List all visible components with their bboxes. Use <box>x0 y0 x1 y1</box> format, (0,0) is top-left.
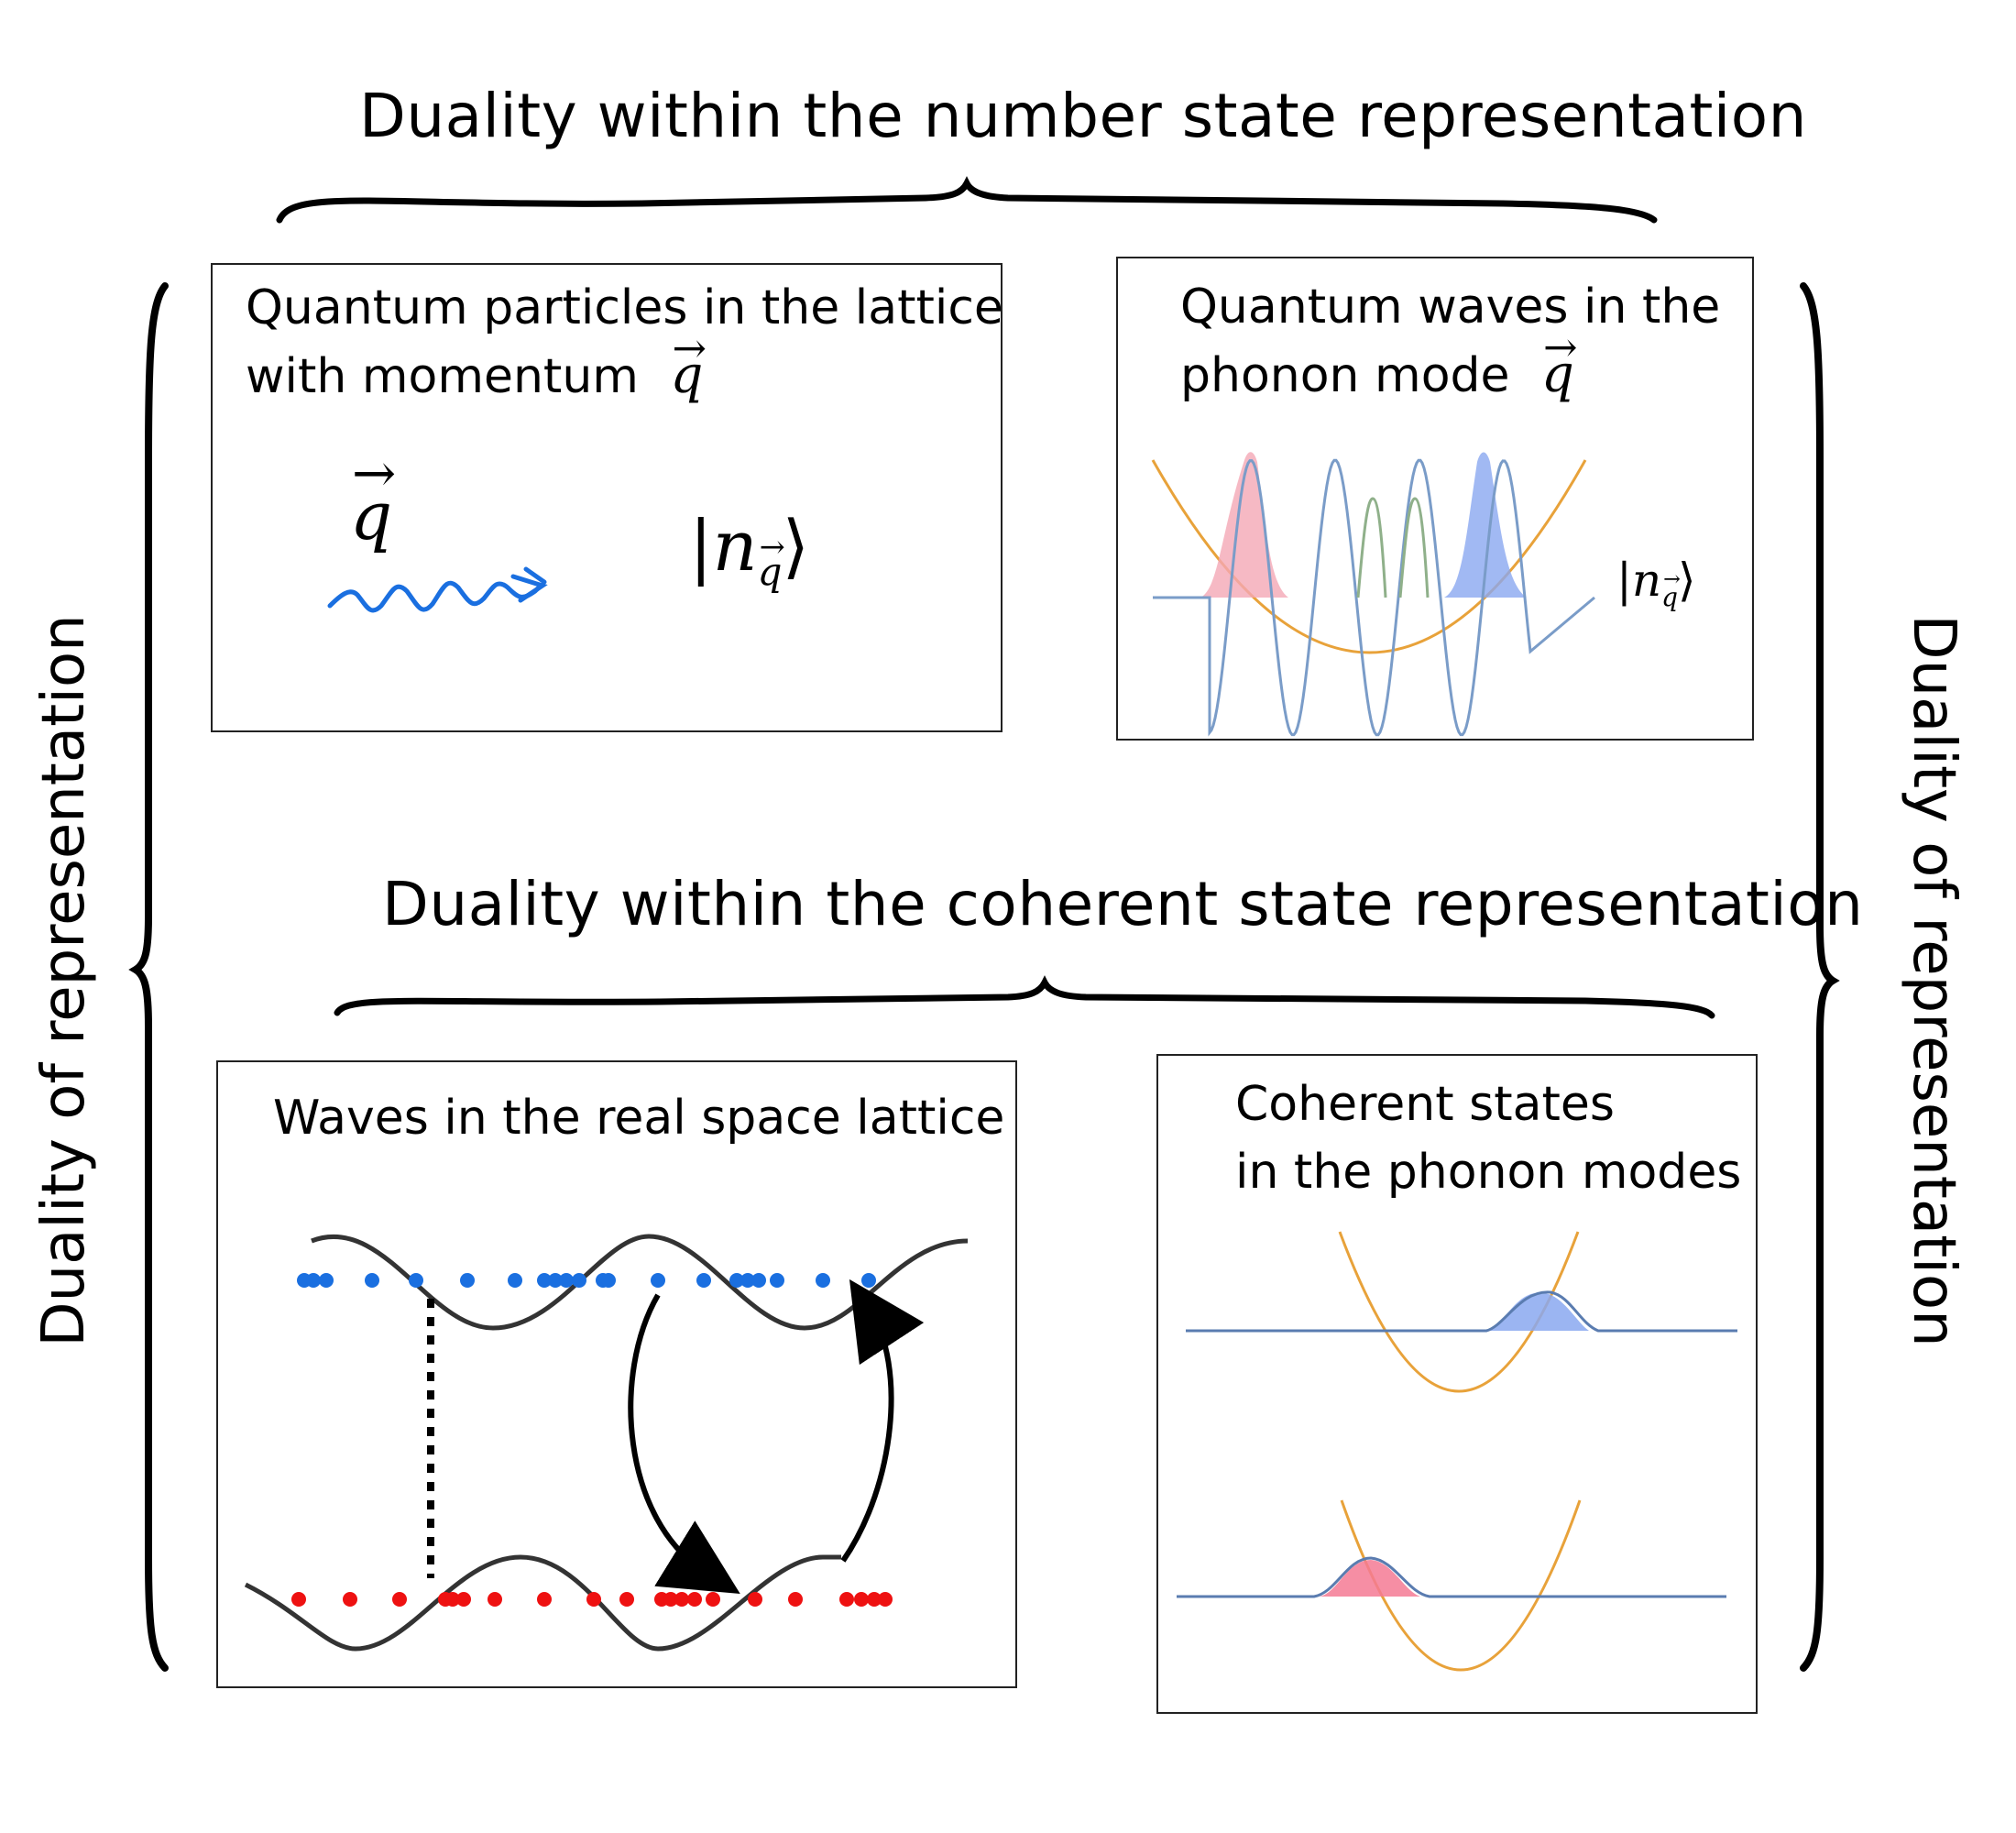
lattice-dot <box>392 1592 407 1607</box>
ket-n: |n <box>1616 554 1662 607</box>
wavefunction-plot <box>1151 452 1595 737</box>
wavefunction-curve <box>1153 458 1595 737</box>
lattice-dot <box>816 1273 830 1288</box>
title-line-1: Coherent states <box>1235 1077 1615 1132</box>
blue-dot-row <box>297 1273 876 1288</box>
lattice-dot <box>572 1273 586 1288</box>
ket-n: |n <box>689 505 758 587</box>
green-oscillation <box>1356 497 1430 598</box>
bottom-lattice-wave <box>244 1554 841 1652</box>
vector-arrow-icon: → <box>1663 567 1681 591</box>
lattice-dot <box>409 1273 423 1288</box>
lattice-dot <box>537 1592 552 1607</box>
vector-arrow-icon: → <box>1543 323 1578 371</box>
lattice-dot <box>854 1592 869 1607</box>
lattice-dot <box>751 1273 766 1288</box>
panel-title: Coherent states in the phonon modes <box>1235 1070 1741 1206</box>
potential-well <box>1151 459 1587 654</box>
lattice-dot <box>687 1592 702 1607</box>
symbol-q: q <box>350 477 393 554</box>
title-line-2: phonon mode → q <box>1180 323 1720 410</box>
lattice-dot <box>706 1592 720 1607</box>
panel-quantum-particles: Quantum particles in the lattice with mo… <box>211 263 1003 732</box>
ket-subscript: q <box>757 549 783 595</box>
wavy-arrow-layer <box>327 566 548 613</box>
lower-coherent-state <box>1320 1560 1420 1597</box>
panel-lattice-waves: Waves in the real space lattice <box>216 1060 1017 1688</box>
title-line-1: Quantum particles in the lattice <box>246 280 1003 335</box>
lattice-dot <box>445 1592 460 1607</box>
symbol-q: q <box>1541 345 1574 404</box>
title-line-2: with momentum → q <box>246 324 1003 411</box>
lattice-dot <box>651 1273 665 1288</box>
lattice-dot <box>748 1592 762 1607</box>
lattice-dot <box>663 1592 678 1607</box>
lattice-dot <box>586 1592 601 1607</box>
lattice-dot <box>537 1273 552 1288</box>
lattice-dot <box>619 1592 634 1607</box>
lattice-dot <box>696 1273 711 1288</box>
lattice-dot <box>839 1592 854 1607</box>
ket-subscript: q <box>1661 582 1678 612</box>
lattice-dot <box>770 1273 784 1288</box>
panel-coherent-states: Coherent states in the phonon modes <box>1156 1054 1758 1714</box>
coherent-state-plots <box>1177 1231 1737 1672</box>
lattice-dot <box>508 1273 522 1288</box>
red-dot-row <box>291 1592 893 1607</box>
vector-arrow-icon: → <box>352 443 397 504</box>
vector-arrow-icon: → <box>759 529 785 565</box>
lattice-dot <box>601 1273 616 1288</box>
panel-title: Waves in the real space lattice <box>273 1091 1005 1146</box>
right-brace-icon <box>1800 282 1840 1672</box>
title-line-2: in the phonon modes <box>1235 1145 1742 1200</box>
wavy-arrow-icon <box>327 580 543 613</box>
title-line-2-text: with momentum <box>246 349 639 404</box>
momentum-symbol: → q <box>670 324 707 410</box>
panel-title: Quantum particles in the lattice with mo… <box>246 274 1003 411</box>
top-heading: Duality within the number state represen… <box>359 81 1807 151</box>
title-line-1: Quantum waves in the <box>1180 280 1721 335</box>
top-brace-icon <box>276 176 1658 224</box>
pink-density-lobe <box>1200 452 1288 598</box>
lattice-dot <box>365 1273 379 1288</box>
lattice-dot <box>319 1273 334 1288</box>
lattice-dot <box>867 1592 882 1607</box>
momentum-symbol: → q <box>1541 323 1578 409</box>
upper-coherent-state <box>1488 1292 1589 1331</box>
lower-baseline <box>1177 1556 1726 1598</box>
lattice-dot <box>788 1592 803 1607</box>
momentum-q-label: → q <box>350 443 396 554</box>
vector-arrow-icon: → <box>672 324 707 372</box>
lattice-dot <box>729 1273 744 1288</box>
symbol-q: q <box>670 346 704 405</box>
lattice-dot <box>740 1273 755 1288</box>
lattice-dot <box>878 1592 893 1607</box>
middle-brace-icon <box>334 975 1715 1019</box>
upper-baseline <box>1186 1290 1737 1333</box>
lattice-dot <box>548 1273 563 1288</box>
lattice-dot <box>861 1273 876 1288</box>
lattice-dot <box>559 1273 574 1288</box>
blue-density-lobe <box>1444 452 1527 598</box>
lattice-diagram <box>244 1234 969 1652</box>
left-brace-icon <box>128 282 169 1672</box>
lattice-dot <box>456 1592 471 1607</box>
panel-title: Quantum waves in the phonon mode → q <box>1180 273 1720 410</box>
curved-arrow-down-icon <box>628 1293 740 1595</box>
panel-quantum-waves: Quantum waves in the phonon mode → q |n → q… <box>1116 257 1754 741</box>
number-state-ket: |n → q⟩ <box>1616 554 1696 612</box>
lattice-dot <box>291 1592 306 1607</box>
lattice-dot <box>343 1592 357 1607</box>
lattice-dot <box>674 1592 689 1607</box>
ket-close: ⟩ <box>1678 554 1696 607</box>
lattice-dot <box>488 1592 502 1607</box>
lattice-dot <box>460 1273 475 1288</box>
ket-close: ⟩ <box>782 505 810 587</box>
number-state-ket: |n → q⟩ <box>689 505 809 594</box>
curved-arrow-up-icon <box>840 1279 925 1563</box>
title-line-2-text: phonon mode <box>1180 348 1510 403</box>
lattice-dot <box>306 1273 321 1288</box>
middle-heading: Duality within the coherent state repres… <box>382 869 1864 939</box>
